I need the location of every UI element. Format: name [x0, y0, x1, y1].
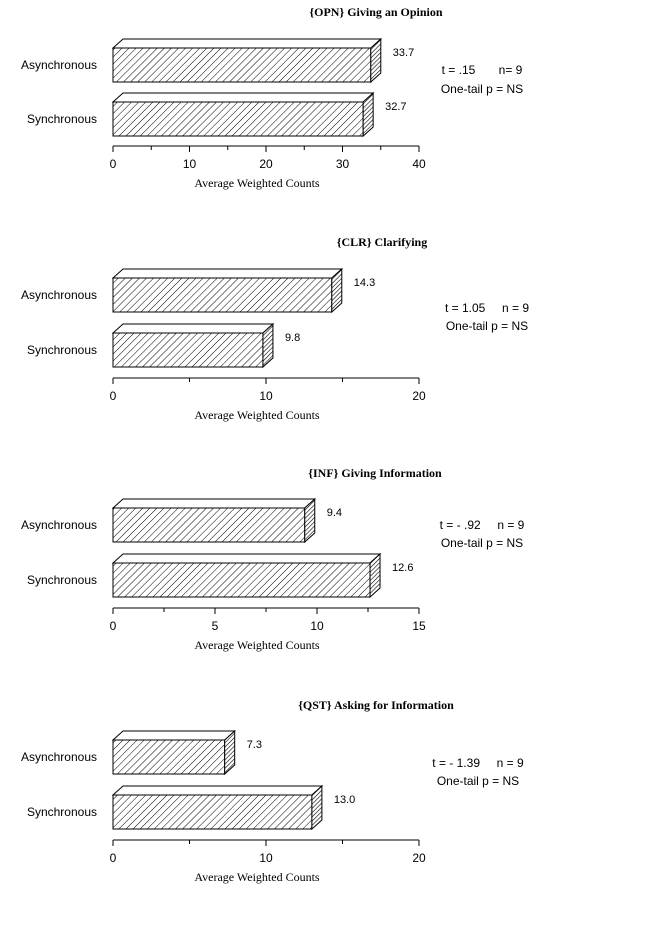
x-tick-label: 0 — [110, 389, 117, 403]
bar-end — [362, 91, 374, 138]
bar-top — [111, 323, 275, 334]
bar-top — [111, 38, 383, 49]
bar-top — [111, 730, 236, 741]
bar-end — [262, 322, 274, 369]
category-label: Asynchronous — [21, 58, 97, 72]
x-tick-label: 20 — [412, 851, 426, 865]
x-axis-title: Average Weighted Counts — [194, 638, 320, 652]
stat-line-2: One-tail p = NS — [446, 319, 528, 333]
stat-line-1: t = - 1.39 n = 9 — [432, 756, 524, 770]
bar-front — [112, 794, 313, 830]
stat-line-2: One-tail p = NS — [437, 774, 519, 788]
x-axis-title: Average Weighted Counts — [194, 870, 320, 884]
x-tick-label: 5 — [212, 619, 219, 633]
category-label: Synchronous — [27, 805, 97, 819]
x-tick-label: 10 — [183, 157, 197, 171]
bar-end — [370, 37, 382, 84]
bar-top — [111, 553, 382, 564]
data-label: 13.0 — [334, 794, 355, 806]
x-tick-label: 10 — [259, 851, 273, 865]
data-label: 9.8 — [285, 332, 300, 344]
category-label: Asynchronous — [21, 750, 97, 764]
bar-end — [369, 552, 381, 599]
bar-front — [112, 277, 333, 313]
bar-top — [111, 92, 375, 103]
x-tick-label: 30 — [336, 157, 350, 171]
x-tick-label: 10 — [310, 619, 324, 633]
bar-front — [112, 101, 364, 137]
bar-front — [112, 332, 264, 368]
chart-title: {QST} Asking for Information — [298, 698, 454, 712]
data-label: 32.7 — [385, 101, 406, 113]
x-tick-label: 20 — [259, 157, 273, 171]
chart-title: {OPN} Giving an Opinion — [309, 5, 442, 19]
data-label: 33.7 — [393, 47, 414, 59]
bar-front — [112, 562, 371, 598]
x-tick-label: 15 — [412, 619, 426, 633]
stat-line-1: t = - .92 n = 9 — [440, 518, 525, 532]
bar-front — [112, 47, 372, 83]
chart-title: {INF} Giving Information — [308, 466, 442, 480]
category-label: Asynchronous — [21, 288, 97, 302]
bar-top — [111, 785, 324, 796]
bar-end — [304, 497, 316, 544]
bar-front — [112, 507, 306, 543]
category-label: Synchronous — [27, 573, 97, 587]
bar-end — [224, 729, 236, 776]
bar-end — [331, 267, 343, 314]
stat-line-2: One-tail p = NS — [441, 82, 523, 96]
x-tick-label: 40 — [412, 157, 426, 171]
x-axis-title: Average Weighted Counts — [194, 408, 320, 422]
category-label: Synchronous — [27, 343, 97, 357]
x-tick-label: 20 — [412, 389, 426, 403]
data-label: 12.6 — [392, 562, 413, 574]
x-axis-title: Average Weighted Counts — [194, 176, 320, 190]
data-label: 9.4 — [327, 507, 342, 519]
bar-end — [311, 784, 323, 831]
category-label: Asynchronous — [21, 518, 97, 532]
bar-top — [111, 268, 344, 279]
x-tick-label: 10 — [259, 389, 273, 403]
x-tick-label: 0 — [110, 619, 117, 633]
category-label: Synchronous — [27, 112, 97, 126]
x-tick-label: 0 — [110, 851, 117, 865]
bar-front — [112, 739, 226, 775]
stat-line-2: One-tail p = NS — [441, 536, 523, 550]
data-label: 14.3 — [354, 277, 375, 289]
chart-title: {CLR} Clarifying — [337, 235, 427, 249]
bar-top — [111, 498, 317, 509]
x-tick-label: 0 — [110, 157, 117, 171]
stat-line-1: t = .15 n= 9 — [442, 63, 523, 77]
stat-line-1: t = 1.05 n = 9 — [445, 301, 529, 315]
data-label: 7.3 — [247, 739, 262, 751]
